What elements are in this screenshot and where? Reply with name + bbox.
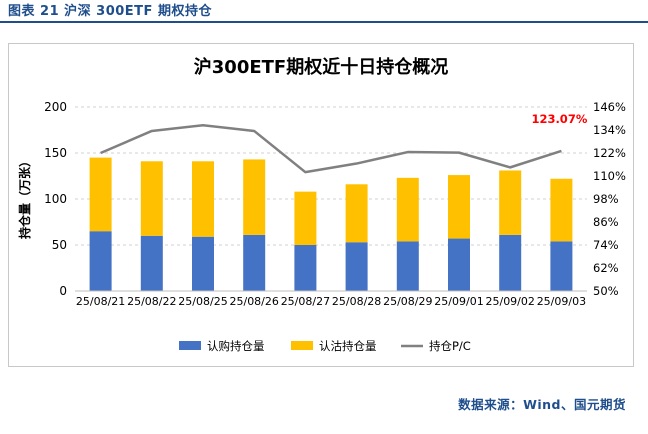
put-oi-bar (89, 157, 112, 232)
y-axis-left: 0 50 100 150 200 (44, 100, 67, 298)
x-tick-label: 25/09/01 (434, 295, 483, 308)
y2-tick-label: 134% (593, 123, 626, 137)
x-tick-label: 25/08/21 (76, 295, 125, 308)
pc-line-group: 123.07% (100, 112, 588, 174)
y-tick-label: 100 (44, 192, 67, 206)
y-tick-label: 50 (52, 238, 67, 252)
call-oi-bar (550, 241, 573, 291)
legend-put-swatch (291, 341, 313, 350)
y-tick-label: 150 (44, 146, 67, 160)
y2-tick-label: 62% (593, 261, 619, 275)
y2-tick-label: 122% (593, 146, 626, 160)
chart-svg: 沪300ETF期权近十日持仓概况 123.07% 0 50 100 150 200 50… (17, 56, 626, 353)
figure-caption: 图表 21 沪深 300ETF 期权持仓 (8, 4, 212, 19)
put-oi-bar (140, 161, 163, 236)
y2-tick-label: 110% (593, 169, 626, 183)
y-tick-label: 0 (59, 284, 67, 298)
y2-tick-label: 98% (593, 192, 619, 206)
legend: 认购持仓量 认沽持仓量 持仓P/C (179, 339, 471, 353)
legend-put: 认沽持仓量 (291, 339, 377, 353)
x-tick-label: 25/08/25 (178, 295, 227, 308)
legend-call-label: 认购持仓量 (207, 339, 265, 353)
put-oi-bar (448, 175, 470, 239)
legend-pc-label: 持仓P/C (429, 339, 471, 353)
x-tick-label: 25/08/26 (229, 295, 278, 308)
y2-tick-label: 86% (593, 215, 619, 229)
pc-ratio-line (100, 123, 562, 174)
data-source: 数据来源：Wind、国元期货 (458, 397, 626, 412)
call-oi-bar (192, 236, 214, 291)
x-tick-label: 25/08/22 (127, 295, 176, 308)
call-oi-bar (448, 238, 470, 291)
call-oi-bar (89, 231, 112, 291)
put-oi-bar (499, 170, 522, 235)
y2-tick-label: 50% (593, 284, 619, 298)
y2-tick-label: 146% (593, 100, 626, 114)
put-oi-bar (192, 161, 214, 237)
legend-call: 认购持仓量 (179, 339, 265, 353)
legend-call-swatch (179, 341, 201, 350)
call-oi-bar (243, 234, 266, 291)
x-tick-label: 25/09/02 (485, 295, 534, 308)
x-tick-label: 25/08/29 (383, 295, 432, 308)
x-tick-label: 25/08/28 (332, 295, 381, 308)
call-oi-bar (140, 235, 163, 291)
legend-pc: 持仓P/C (401, 339, 471, 353)
chart-title: 沪300ETF期权近十日持仓概况 (194, 56, 448, 78)
put-oi-bar (396, 177, 419, 242)
bars (89, 157, 573, 291)
put-oi-bar (294, 191, 317, 245)
y2-tick-label: 74% (593, 238, 619, 252)
x-axis: 25/08/21 25/08/22 25/08/25 25/08/26 25/08/27… (75, 290, 587, 308)
call-oi-bar (345, 242, 368, 291)
call-oi-bar (294, 245, 317, 291)
y-axis-label: 持仓量（万张） (17, 155, 32, 239)
caption-divider (0, 21, 648, 23)
call-oi-bar (499, 234, 522, 291)
put-oi-bar (345, 184, 368, 243)
call-oi-bar (396, 241, 419, 291)
x-tick-label: 25/08/27 (281, 295, 330, 308)
put-oi-bar (243, 159, 266, 235)
put-oi-bar (550, 178, 573, 242)
x-tick-label: 25/09/03 (537, 295, 586, 308)
legend-put-label: 认沽持仓量 (319, 339, 377, 353)
pc-annotation-label: 123.07% (531, 112, 587, 126)
chart-container: 沪300ETF期权近十日持仓概况 123.07% 0 50 100 150 200 50… (8, 43, 634, 367)
y-axis-right: 50% 62% 74% 86% 98% 110% 122% 134% 146% (593, 100, 626, 298)
y-tick-label: 200 (44, 100, 67, 114)
